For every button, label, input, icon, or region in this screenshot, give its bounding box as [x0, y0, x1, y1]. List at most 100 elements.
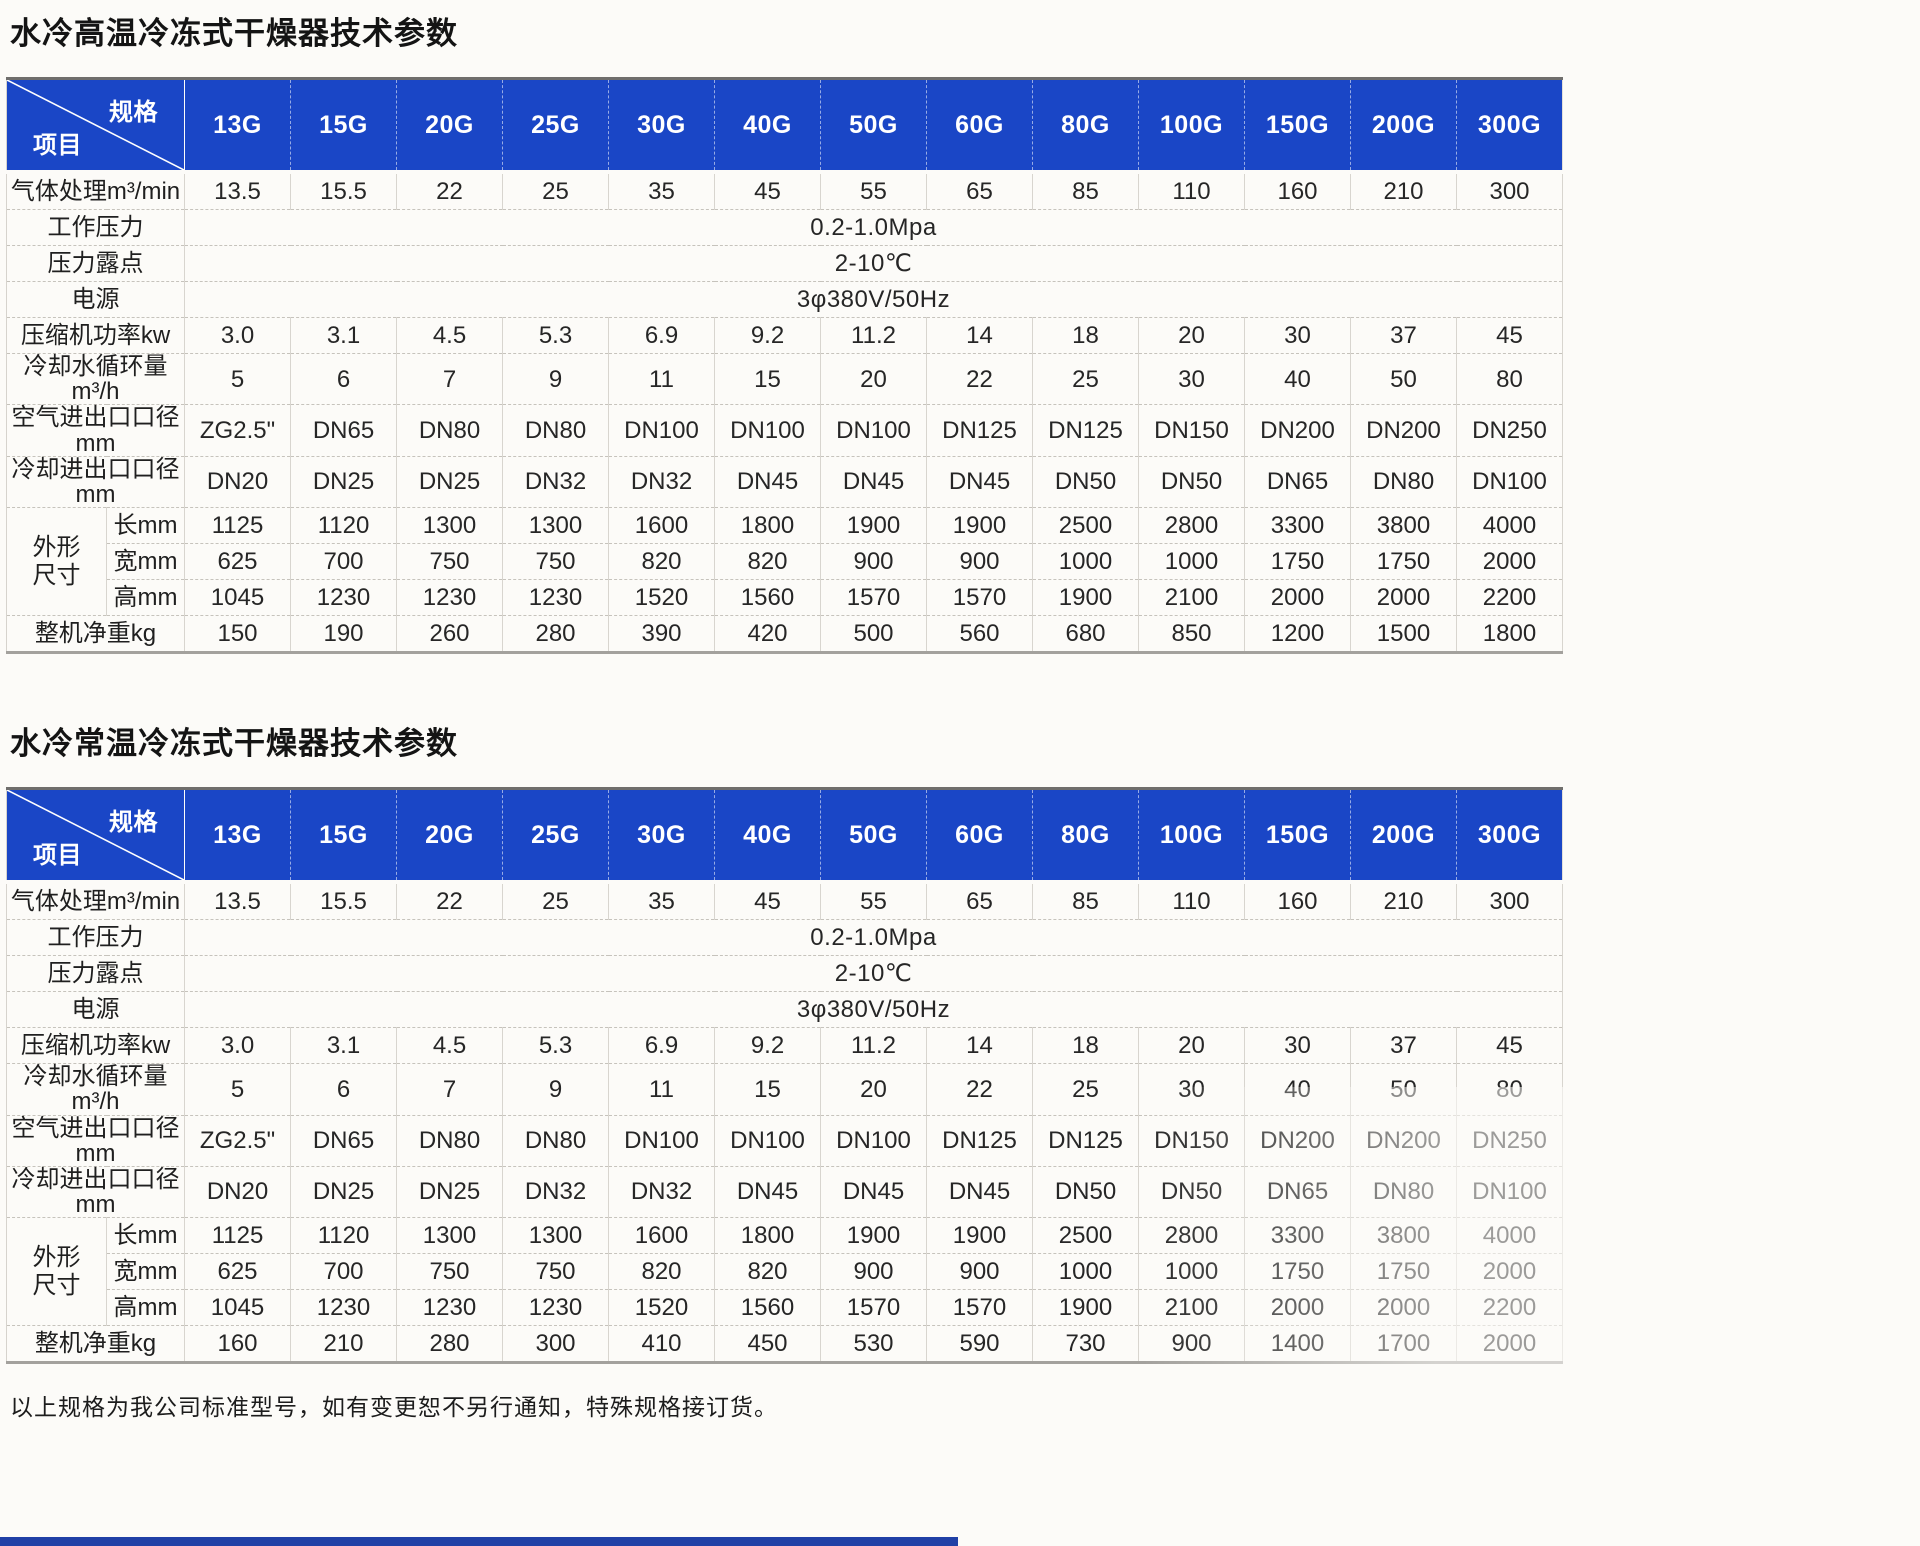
table-row: 气体处理m³/min 13.5 15.5 22 25 35 45 55 65 85 110 160 21…	[6, 172, 1563, 210]
table-row: 压缩机功率kw 3.0 3.1 4.5 5.3 6.9 9.2 11.2 14 18 20 30 37 4…	[6, 1027, 1563, 1065]
value-cell: 410	[608, 1325, 715, 1364]
value-cell: 3300	[1244, 507, 1351, 545]
value-cell: 1120	[290, 507, 397, 545]
value-cell: 1400	[1244, 1325, 1351, 1364]
value-cell: 1900	[926, 507, 1033, 545]
spec-column-header: 20G	[396, 78, 503, 174]
row-label: 工作压力	[6, 919, 185, 957]
value-cell: 2800	[1138, 507, 1245, 545]
corner-spec-label: 规格	[109, 809, 158, 837]
value-cell: 900	[1138, 1325, 1245, 1364]
value-cell: DN150	[1138, 404, 1245, 457]
value-cell: DN32	[608, 456, 715, 509]
value-cell: 4000	[1456, 507, 1563, 545]
value-cell: 900	[926, 543, 1033, 581]
value-cell: 1800	[714, 1217, 821, 1255]
value-cell: 1750	[1350, 543, 1457, 581]
value-cell: 590	[926, 1325, 1033, 1364]
value-cell: DN100	[820, 404, 927, 457]
value-cell: DN125	[1032, 404, 1139, 457]
value-cell: 35	[608, 882, 715, 921]
corner-cell: 规格 项目	[6, 788, 185, 885]
value-cell: 6	[290, 353, 397, 406]
value-cell: 210	[290, 1325, 397, 1364]
value-cell: 1900	[926, 1217, 1033, 1255]
value-cell: 1000	[1138, 543, 1245, 581]
value-cell: 11.2	[820, 317, 927, 354]
value-cell: 20	[820, 1063, 927, 1116]
table-row: 压力露点 2-10℃	[6, 955, 1563, 993]
value-cell: 190	[290, 615, 397, 654]
value-cell: 1700	[1350, 1325, 1457, 1364]
value-cell: DN20	[184, 456, 291, 509]
value-cell: 420	[714, 615, 821, 654]
value-cell: 390	[608, 615, 715, 654]
value-cell: 1230	[396, 579, 503, 617]
row-label: 气体处理m³/min	[6, 172, 185, 210]
row-label: 气体处理m³/min	[6, 882, 185, 921]
value-cell: DN100	[714, 404, 821, 457]
spec-column-header: 300G	[1456, 78, 1563, 174]
value-cell: DN65	[1244, 456, 1351, 509]
value-cell: 5.3	[502, 1027, 609, 1065]
row-label: 压缩机功率kw	[6, 1027, 185, 1065]
value-cell: 7	[396, 1063, 503, 1116]
value-cell: 5.3	[502, 317, 609, 354]
value-cell: 1125	[184, 507, 291, 545]
corner-cell: 规格 项目	[6, 78, 185, 174]
value-cell: 1750	[1244, 1253, 1351, 1291]
value-cell: 9.2	[714, 317, 821, 354]
value-cell: 110	[1138, 172, 1245, 210]
table-row: 工作压力 0.2-1.0Mpa	[6, 209, 1563, 246]
value-cell: 1560	[714, 1289, 821, 1327]
spec-column-header: 300G	[1456, 788, 1563, 885]
value-cell: 625	[184, 1253, 291, 1291]
value-cell: 22	[396, 882, 503, 921]
value-cell: 37	[1350, 317, 1457, 354]
value-cell: 3.0	[184, 1027, 291, 1065]
value-cell: DN45	[714, 1166, 821, 1219]
value-cell: DN25	[290, 1166, 397, 1219]
merged-value-cell: 2-10℃	[184, 955, 1563, 993]
spec-column-header: 25G	[502, 78, 609, 174]
value-cell: 11.2	[820, 1027, 927, 1065]
value-cell: 45	[1456, 1027, 1563, 1065]
value-cell: 1520	[608, 579, 715, 617]
value-cell: 2000	[1456, 1253, 1563, 1291]
table-row: 外形尺寸 长mm 1125 1120 1300 1300 1600 1800 1900 1900 2…	[6, 1217, 1563, 1327]
value-cell: 160	[1244, 172, 1351, 210]
value-cell: 45	[714, 172, 821, 210]
value-cell: 1900	[820, 507, 927, 545]
value-cell: 3800	[1350, 1217, 1457, 1255]
value-cell: 1900	[820, 1217, 927, 1255]
value-cell: 20	[820, 353, 927, 406]
row-label: 冷却进出口口径mm	[6, 1166, 185, 1219]
value-cell: DN20	[184, 1166, 291, 1219]
value-cell: 2000	[1350, 1289, 1457, 1327]
value-cell: 13.5	[184, 882, 291, 921]
value-cell: 700	[290, 1253, 397, 1291]
value-cell: 45	[1456, 317, 1563, 354]
value-cell: 30	[1138, 1063, 1245, 1116]
value-cell: DN100	[1456, 456, 1563, 509]
spec-column-header: 200G	[1350, 788, 1457, 885]
table-row: 工作压力 0.2-1.0Mpa	[6, 919, 1563, 957]
value-cell: 7	[396, 353, 503, 406]
spec-column-header: 13G	[184, 788, 291, 885]
value-cell: DN25	[396, 456, 503, 509]
value-cell: 1230	[502, 1289, 609, 1327]
spec-column-header: 50G	[820, 788, 927, 885]
sub-row-label: 宽mm	[106, 1253, 185, 1291]
corner-item-label: 项目	[33, 842, 82, 870]
value-cell: 65	[926, 882, 1033, 921]
spec-column-header: 200G	[1350, 78, 1457, 174]
value-cell: 2500	[1032, 507, 1139, 545]
value-cell: 820	[714, 543, 821, 581]
value-cell: 1600	[608, 1217, 715, 1255]
row-label: 空气进出口口径mm	[6, 404, 185, 457]
value-cell: DN80	[502, 404, 609, 457]
table-row: 压力露点 2-10℃	[6, 245, 1563, 282]
value-cell: 625	[184, 543, 291, 581]
value-cell: 22	[926, 353, 1033, 406]
corner-diagonal-line	[7, 80, 184, 170]
